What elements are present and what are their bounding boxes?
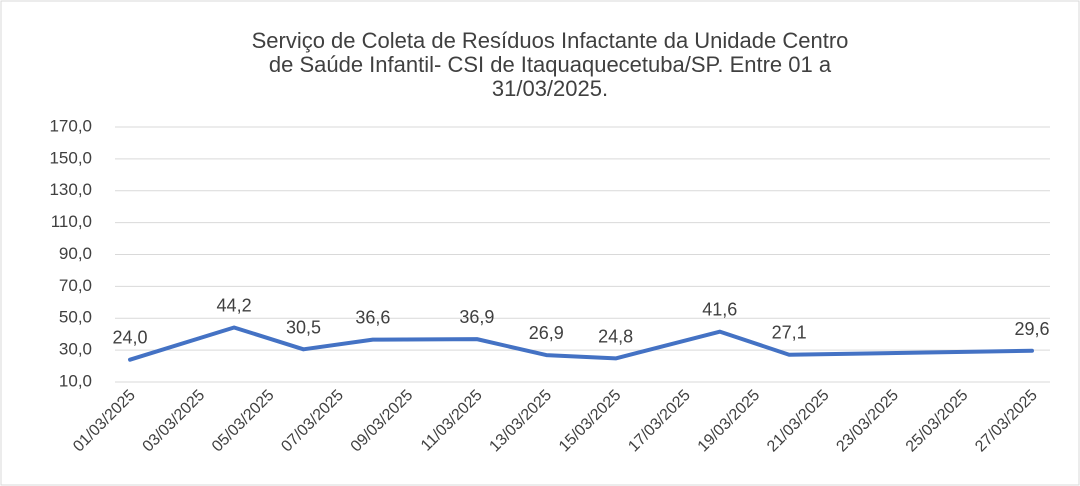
y-tick-label: 110,0	[51, 212, 92, 231]
y-tick-label: 90,0	[59, 244, 92, 263]
data-label: 36,9	[459, 307, 494, 327]
y-tick-label: 170,0	[49, 116, 92, 135]
y-tick-label: 70,0	[59, 276, 92, 295]
chart-title: de Saúde Infantil- CSI de Itaquaquecetub…	[269, 52, 832, 77]
y-tick-label: 150,0	[49, 148, 92, 167]
line	[128, 325, 1034, 362]
data-label: 24,0	[112, 328, 147, 348]
y-tick-label: 130,0	[49, 180, 92, 199]
data-label: 30,5	[286, 317, 321, 337]
data-label: 26,9	[529, 323, 564, 343]
data-label: 24,8	[598, 326, 633, 346]
y-tick-label: 50,0	[59, 308, 92, 327]
chart-title: Serviço de Coleta de Resíduos Infactante…	[252, 28, 849, 53]
data-label: 36,6	[355, 308, 390, 328]
y-tick-label: 10,0	[59, 371, 92, 390]
y-tick-label: 30,0	[59, 340, 92, 359]
data-label: 27,1	[772, 323, 807, 343]
chart-title: 31/03/2025.	[492, 76, 608, 101]
data-label: 44,2	[217, 295, 252, 315]
data-label: 29,6	[1014, 319, 1049, 339]
data-label: 41,6	[702, 300, 737, 320]
